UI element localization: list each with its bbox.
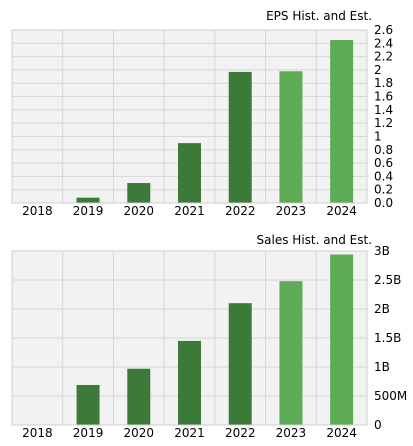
eps-x-tick-label: 2018	[22, 204, 53, 218]
sales-x-tick-label: 2019	[73, 426, 104, 440]
sales-y-tick-label: 1.5B	[374, 331, 401, 345]
sales-bar-2022	[228, 303, 252, 425]
eps-y-tick-label: 2.4	[374, 36, 393, 50]
sales-bar-2019	[76, 384, 100, 425]
eps-y-tick-label: 1.4	[374, 103, 393, 117]
sales-bar-2020	[127, 368, 151, 425]
eps-y-tick-label: 0.6	[374, 156, 393, 170]
eps-bar-2024	[330, 39, 354, 203]
eps-bar-2021	[178, 143, 201, 203]
eps-bar-2022	[228, 71, 252, 204]
eps-y-tick-label: 0.8	[374, 143, 393, 157]
eps-y-tick-label: 2	[374, 63, 382, 77]
eps-x-tick-label: 2023	[276, 204, 307, 218]
sales-chart-title: Sales Hist. and Est.	[257, 233, 372, 247]
eps-plot-border	[11, 29, 368, 204]
sales-x-tick-label: 2021	[174, 426, 205, 440]
eps-y-tick-label: 2.6	[374, 23, 393, 37]
eps-chart-title: EPS Hist. and Est.	[266, 9, 372, 23]
eps-y-tick-label: 1	[374, 129, 382, 143]
sales-bar-2024	[330, 254, 354, 425]
sales-x-tick-label: 2018	[22, 426, 53, 440]
sales-y-tick-label: 500M	[374, 389, 407, 403]
eps-x-tick-label: 2022	[225, 204, 256, 218]
sales-y-tick-label: 3B	[374, 244, 390, 258]
sales-y-tick-label: 1B	[374, 360, 390, 374]
eps-x-tick-label: 2021	[174, 204, 205, 218]
eps-x-tick-label: 2019	[73, 204, 104, 218]
sales-x-tick-label: 2020	[124, 426, 155, 440]
sales-y-tick-label: 0	[374, 418, 382, 432]
sales-bar-2023	[279, 281, 303, 425]
eps-y-tick-label: 0.2	[374, 183, 393, 197]
eps-y-tick-label: 1.6	[374, 90, 393, 104]
eps-x-tick-label: 2024	[326, 204, 357, 218]
eps-y-tick-label: 0.4	[374, 169, 393, 183]
eps-y-tick-label: 2.2	[374, 50, 393, 64]
eps-y-tick-label: 1.8	[374, 76, 393, 90]
sales-plot-border	[11, 250, 368, 426]
eps-bar-2020	[127, 183, 151, 203]
eps-bar-2019	[76, 197, 100, 203]
eps-bar-2023	[279, 71, 303, 203]
sales-x-tick-label: 2023	[276, 426, 307, 440]
sales-y-tick-label: 2.5B	[374, 273, 401, 287]
eps-chart: EPS Hist. and Est. 0.00.20.40.60.811.21.…	[11, 9, 393, 218]
eps-x-tick-label: 2020	[124, 204, 155, 218]
sales-chart: Sales Hist. and Est. 0 500M 1B 1.5B 2B 2.5B 3B…	[11, 233, 407, 440]
eps-y-tick-label: 1.2	[374, 116, 393, 130]
sales-x-tick-label: 2024	[326, 426, 357, 440]
eps-y-tick-label: 0.0	[374, 196, 393, 210]
sales-x-tick-label: 2022	[225, 426, 256, 440]
sales-y-tick-label: 2B	[374, 302, 390, 316]
sales-bar-2021	[178, 340, 201, 425]
